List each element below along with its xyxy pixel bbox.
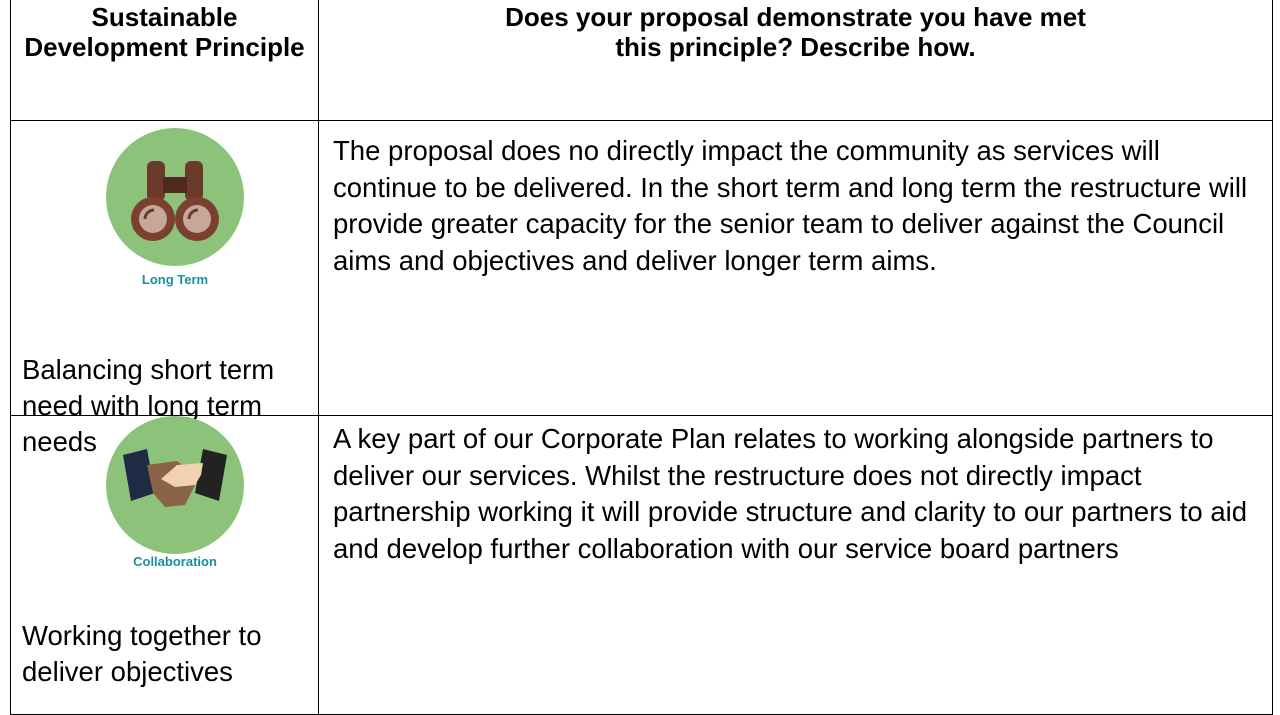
collaboration-icon (106, 416, 244, 554)
header-cell: Does your proposal demonstrate you have … (318, 0, 1273, 121)
principle-text: Balancing short term need with long term… (22, 354, 275, 457)
page: {"header": {"columns": ["Sustainable Dev… (10, 0, 1273, 715)
long-term-icon (106, 128, 244, 266)
description: The proposal does no directly impact the… (333, 135, 1248, 276)
header-text: Does your proposal demonstrate you have … (505, 2, 1086, 62)
description-cell: The proposal does no directly impact the… (318, 120, 1273, 416)
description: A key part of our Corporate Plan relates… (333, 423, 1248, 564)
icon-label: Collaboration (133, 554, 217, 569)
principle-text: Working together to deliver objectives (22, 620, 262, 687)
header-cell: Sustainable Development Principle (10, 0, 319, 121)
description-cell: A key part of our Corporate Plan relates… (318, 415, 1273, 715)
header-text: Sustainable Development Principle (24, 2, 305, 62)
icon-label: Long Term (141, 272, 209, 287)
